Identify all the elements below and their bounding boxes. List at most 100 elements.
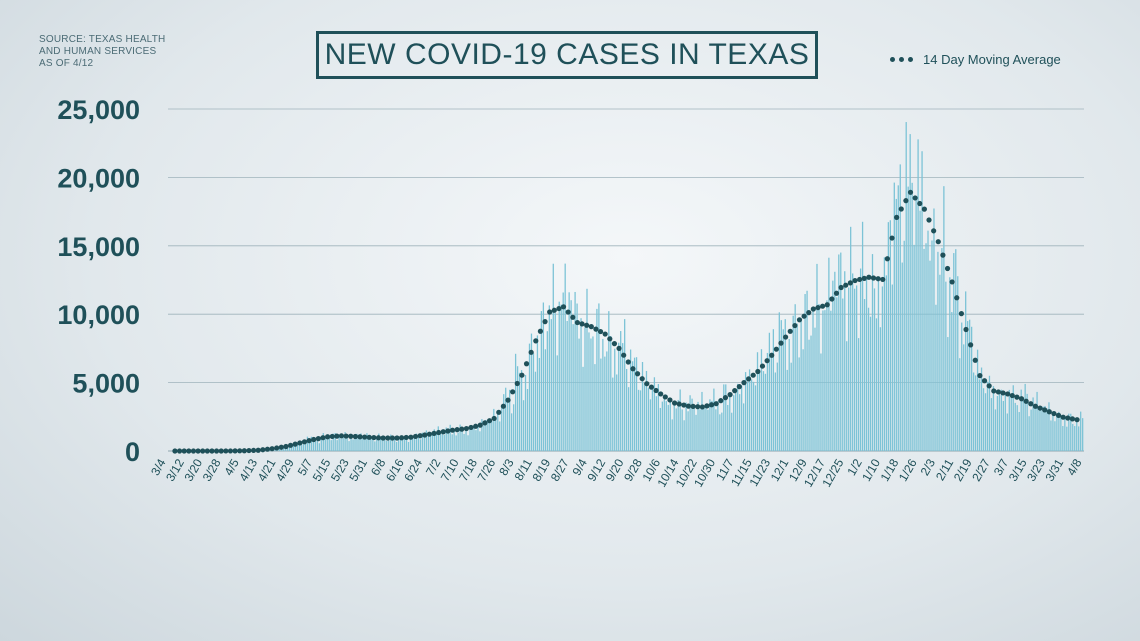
bar: [750, 379, 753, 451]
average-dot: [778, 340, 784, 346]
average-dot: [662, 394, 668, 400]
bar: [342, 436, 344, 451]
bar: [842, 298, 844, 451]
bar: [1010, 395, 1012, 451]
bar: [576, 303, 578, 451]
average-point: [394, 435, 400, 441]
x-tick-label: 8/27: [548, 456, 572, 484]
bar: [848, 287, 850, 451]
legend: 14 Day Moving Average: [890, 49, 1061, 69]
bar: [703, 406, 705, 451]
bar: [897, 185, 899, 451]
bar: [1040, 408, 1042, 451]
source-line-2: AND HUMAN SERVICES: [39, 46, 157, 57]
bar: [1014, 402, 1016, 451]
bar: [588, 332, 590, 451]
average-dot: [648, 384, 655, 390]
average-point: [935, 239, 941, 245]
bar: [784, 319, 786, 451]
bar: [463, 433, 465, 451]
bar: [447, 428, 449, 451]
bar: [397, 439, 400, 451]
bar: [693, 406, 695, 451]
bar: [645, 370, 648, 451]
bar: [1032, 397, 1034, 451]
bar: [310, 436, 313, 451]
average-dot: [473, 423, 479, 429]
bar: [776, 362, 778, 451]
bar: [1038, 410, 1040, 451]
average-dot: [1023, 398, 1029, 404]
average-point: [949, 279, 955, 285]
average-dot: [1009, 392, 1015, 399]
bar: [550, 319, 552, 451]
bar: [810, 335, 812, 451]
bar: [540, 311, 543, 451]
bar: [905, 122, 907, 451]
bar: [562, 292, 564, 451]
bar: [873, 288, 876, 451]
bar: [891, 284, 893, 451]
bar: [980, 367, 983, 451]
x-tick-label: 3/20: [181, 456, 205, 484]
average-point: [1005, 391, 1011, 397]
average-dot: [653, 387, 659, 394]
bar: [637, 389, 640, 451]
bar: [961, 322, 963, 451]
bar: [788, 339, 790, 451]
x-tick-label: 9/20: [603, 456, 627, 484]
bar: [657, 384, 660, 451]
bar: [346, 435, 348, 451]
average-dot: [634, 371, 641, 377]
average-dot: [482, 420, 488, 426]
bar: [879, 327, 882, 451]
bar: [984, 393, 987, 451]
average-dot: [357, 434, 363, 440]
bar: [298, 441, 301, 451]
bar: [512, 404, 515, 451]
average-dot: [232, 448, 238, 454]
bar: [399, 438, 402, 451]
average-dot: [1051, 410, 1057, 417]
average-point: [213, 448, 220, 454]
bar: [485, 419, 487, 451]
average-dot: [218, 448, 224, 454]
average-dot: [801, 313, 807, 319]
bar: [392, 439, 394, 451]
bar: [459, 424, 461, 451]
average-point: [699, 404, 705, 410]
bar: [881, 286, 884, 451]
bar: [1026, 393, 1028, 451]
bar: [538, 357, 541, 451]
average-point: [630, 366, 636, 372]
bar: [495, 418, 497, 451]
bar: [933, 208, 935, 451]
average-dot: [403, 434, 409, 441]
bar: [336, 440, 338, 451]
average-point: [1018, 396, 1025, 402]
average-dot: [746, 376, 752, 382]
average-point: [963, 326, 969, 333]
average-dot: [792, 322, 798, 329]
average-dot: [274, 445, 280, 451]
bar: [972, 372, 975, 451]
bar: [885, 275, 888, 451]
bar: [802, 349, 804, 451]
bar: [737, 383, 739, 451]
bar: [1074, 426, 1076, 451]
bar: [314, 441, 317, 451]
bar: [328, 438, 330, 451]
average-dot: [1028, 401, 1034, 407]
bar: [362, 436, 364, 451]
x-tick-label: 7/10: [438, 456, 462, 484]
bar: [1018, 412, 1020, 451]
bar: [627, 387, 630, 451]
x-tick-label: 3/12: [163, 456, 187, 484]
bar: [852, 273, 854, 451]
bar: [643, 383, 646, 451]
bar: [380, 438, 382, 451]
bar: [976, 349, 979, 451]
average-dot: [621, 352, 627, 358]
bar: [919, 210, 921, 451]
y-tick-label: 5,000: [72, 369, 140, 399]
